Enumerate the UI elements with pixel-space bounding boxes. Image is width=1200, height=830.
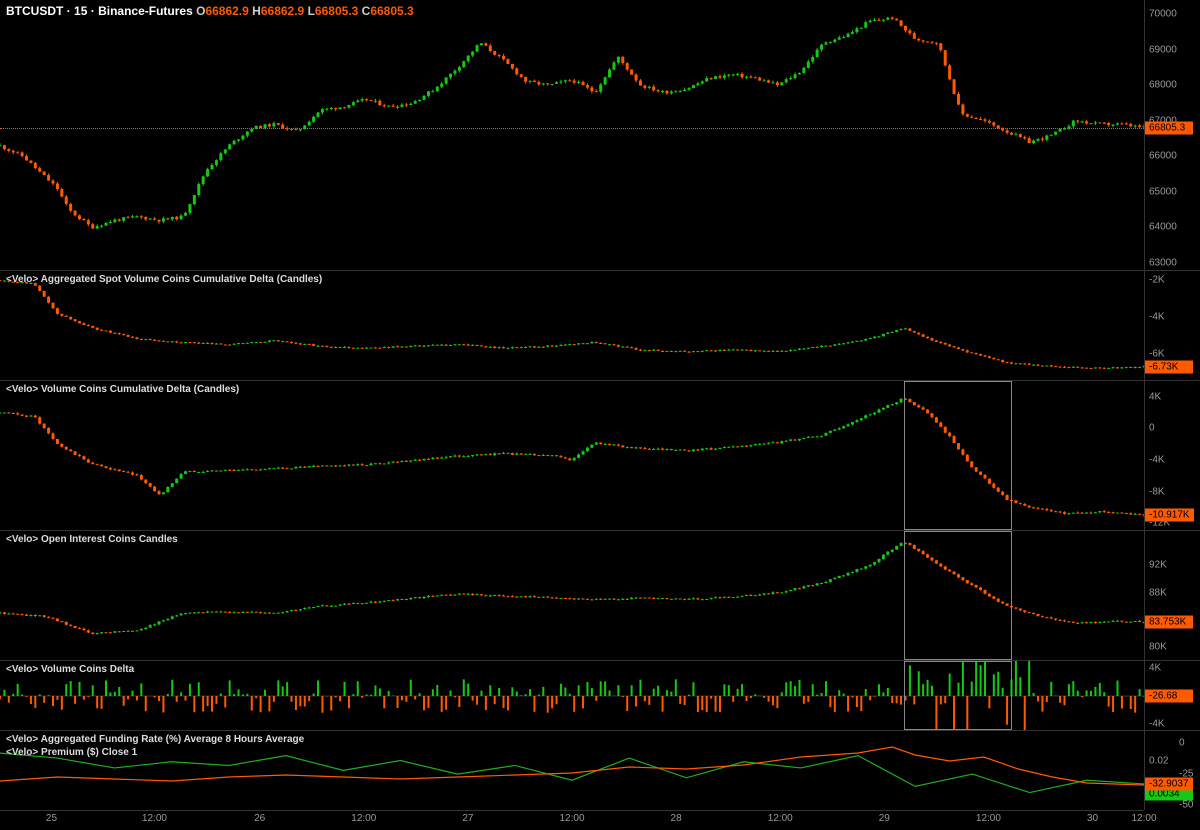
yaxis-vol-delta[interactable]: 4K-4K-26.68 [1144,661,1200,730]
candles-price [0,0,1144,270]
panel-price[interactable]: BTCUSDT · 15 · Binance-Futures O66862.9 … [0,0,1200,270]
panel-funding[interactable]: <Velo> Aggregated Funding Rate (%) Avera… [0,730,1200,810]
plot-price[interactable]: BTCUSDT · 15 · Binance-Futures O66862.9 … [0,0,1144,270]
yaxis-funding[interactable]: 0.020-25-500.0034-32.9037 [1144,731,1200,810]
title-cvd: <Velo> Volume Coins Cumulative Delta (Ca… [6,384,239,395]
panel-spot-cvd[interactable]: <Velo> Aggregated Spot Volume Coins Cumu… [0,270,1200,380]
plot-spot-cvd[interactable]: <Velo> Aggregated Spot Volume Coins Cumu… [0,271,1144,380]
title-premium: <Velo> Premium ($) Close 1 [6,747,137,758]
symbol-name: BTCUSDT [6,4,63,18]
candles-oi [0,531,1144,661]
plot-funding[interactable]: <Velo> Aggregated Funding Rate (%) Avera… [0,731,1144,810]
candles-cvd [0,381,1144,531]
title-spot-cvd: <Velo> Aggregated Spot Volume Coins Cumu… [6,274,322,285]
yaxis-oi[interactable]: 92K88K80K83.753K [1144,531,1200,660]
yaxis-spot-cvd[interactable]: -2K-4K-6K-6.73K [1144,271,1200,380]
yaxis-price[interactable]: 7000069000680006700066000650006400063000… [1144,0,1200,270]
plot-oi[interactable]: <Velo> Open Interest Coins Candles [0,531,1144,660]
last-price-line [0,128,1144,129]
chart-stack: BTCUSDT · 15 · Binance-Futures O66862.9 … [0,0,1200,810]
panel-vol-delta[interactable]: <Velo> Volume Coins Delta 4K-4K-26.68 [0,660,1200,730]
panel-oi[interactable]: <Velo> Open Interest Coins Candles 92K88… [0,530,1200,660]
plot-vol-delta[interactable]: <Velo> Volume Coins Delta [0,661,1144,730]
bars-vol-delta [0,661,1144,731]
title-funding: <Velo> Aggregated Funding Rate (%) Avera… [6,734,304,745]
plot-cvd[interactable]: <Velo> Volume Coins Cumulative Delta (Ca… [0,381,1144,530]
panel-cvd[interactable]: <Velo> Volume Coins Cumulative Delta (Ca… [0,380,1200,530]
candles-spot-cvd [0,271,1144,381]
time-axis[interactable]: 2512:002612:002712:002812:002912:003012:… [0,810,1144,830]
yaxis-cvd[interactable]: 4K0-4K-8K-12K-10.917K [1144,381,1200,530]
title-vol-delta: <Velo> Volume Coins Delta [6,664,134,675]
symbol-header: BTCUSDT · 15 · Binance-Futures O66862.9 … [6,4,414,18]
title-oi: <Velo> Open Interest Coins Candles [6,534,178,545]
